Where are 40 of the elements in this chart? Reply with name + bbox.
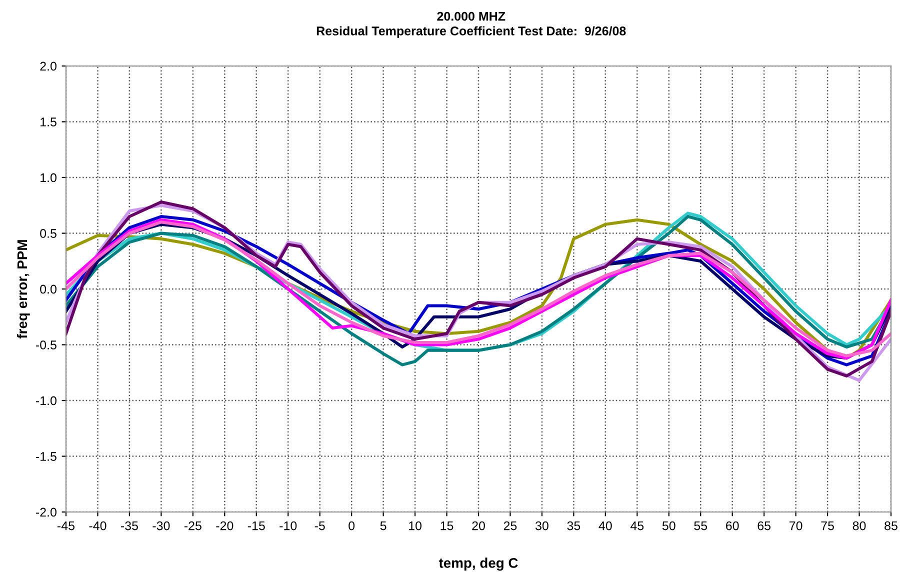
x-tick-label: -35 [120, 521, 138, 530]
y-tick-label: 1.0 [40, 173, 56, 182]
x-tick-label: -15 [248, 521, 265, 530]
x-tick-label: 40 [598, 521, 612, 530]
x-tick-label: 25 [504, 521, 517, 530]
x-tick-label: -5 [314, 521, 325, 530]
chart-title: 20.000 MHZ [437, 12, 506, 21]
x-tick-label: 35 [567, 521, 580, 530]
y-tick-label: -1.5 [36, 452, 56, 461]
y-tick-label: -0.5 [36, 340, 56, 350]
x-tick-label: 60 [726, 521, 739, 530]
y-tick-label: 1.5 [40, 118, 56, 126]
x-axis-title: temp, deg C [438, 558, 518, 571]
x-tick-label: 50 [662, 521, 676, 530]
x-tick-label: 5 [380, 521, 386, 530]
x-tick-label: 75 [821, 521, 834, 530]
x-tick-label: 85 [884, 521, 898, 530]
chart-subtitle: Residual Temperature Coefficient Test Date: 9/26/08 [316, 26, 626, 38]
x-tick-label: 80 [852, 521, 866, 530]
x-tick-label: 15 [440, 521, 454, 530]
x-tick-label: 10 [409, 521, 422, 530]
x-tick-label: 30 [535, 521, 548, 530]
x-tick-label: -10 [280, 521, 297, 530]
y-tick-label: -1.0 [36, 396, 56, 406]
x-tick-label: -30 [152, 521, 170, 530]
x-tick-label: -25 [184, 521, 202, 530]
x-tick-label: 20 [472, 521, 485, 530]
y-tick-label: 2.0 [40, 62, 56, 71]
x-tick-label: -40 [89, 521, 106, 530]
y-axis-title: freq error, PPM [16, 240, 30, 339]
x-tick-label: 70 [789, 521, 802, 530]
x-tick-label: 65 [758, 521, 771, 530]
y-tick-label: 0.0 [40, 284, 56, 294]
x-tick-label: -20 [216, 521, 234, 530]
x-tick-label: 0 [348, 521, 355, 530]
x-tick-label: 45 [630, 521, 644, 530]
x-tick-label: -45 [58, 521, 75, 530]
x-tick-label: 55 [694, 521, 708, 530]
y-tick-label: 0.5 [40, 229, 56, 238]
y-tick-label: -2.0 [36, 508, 56, 517]
